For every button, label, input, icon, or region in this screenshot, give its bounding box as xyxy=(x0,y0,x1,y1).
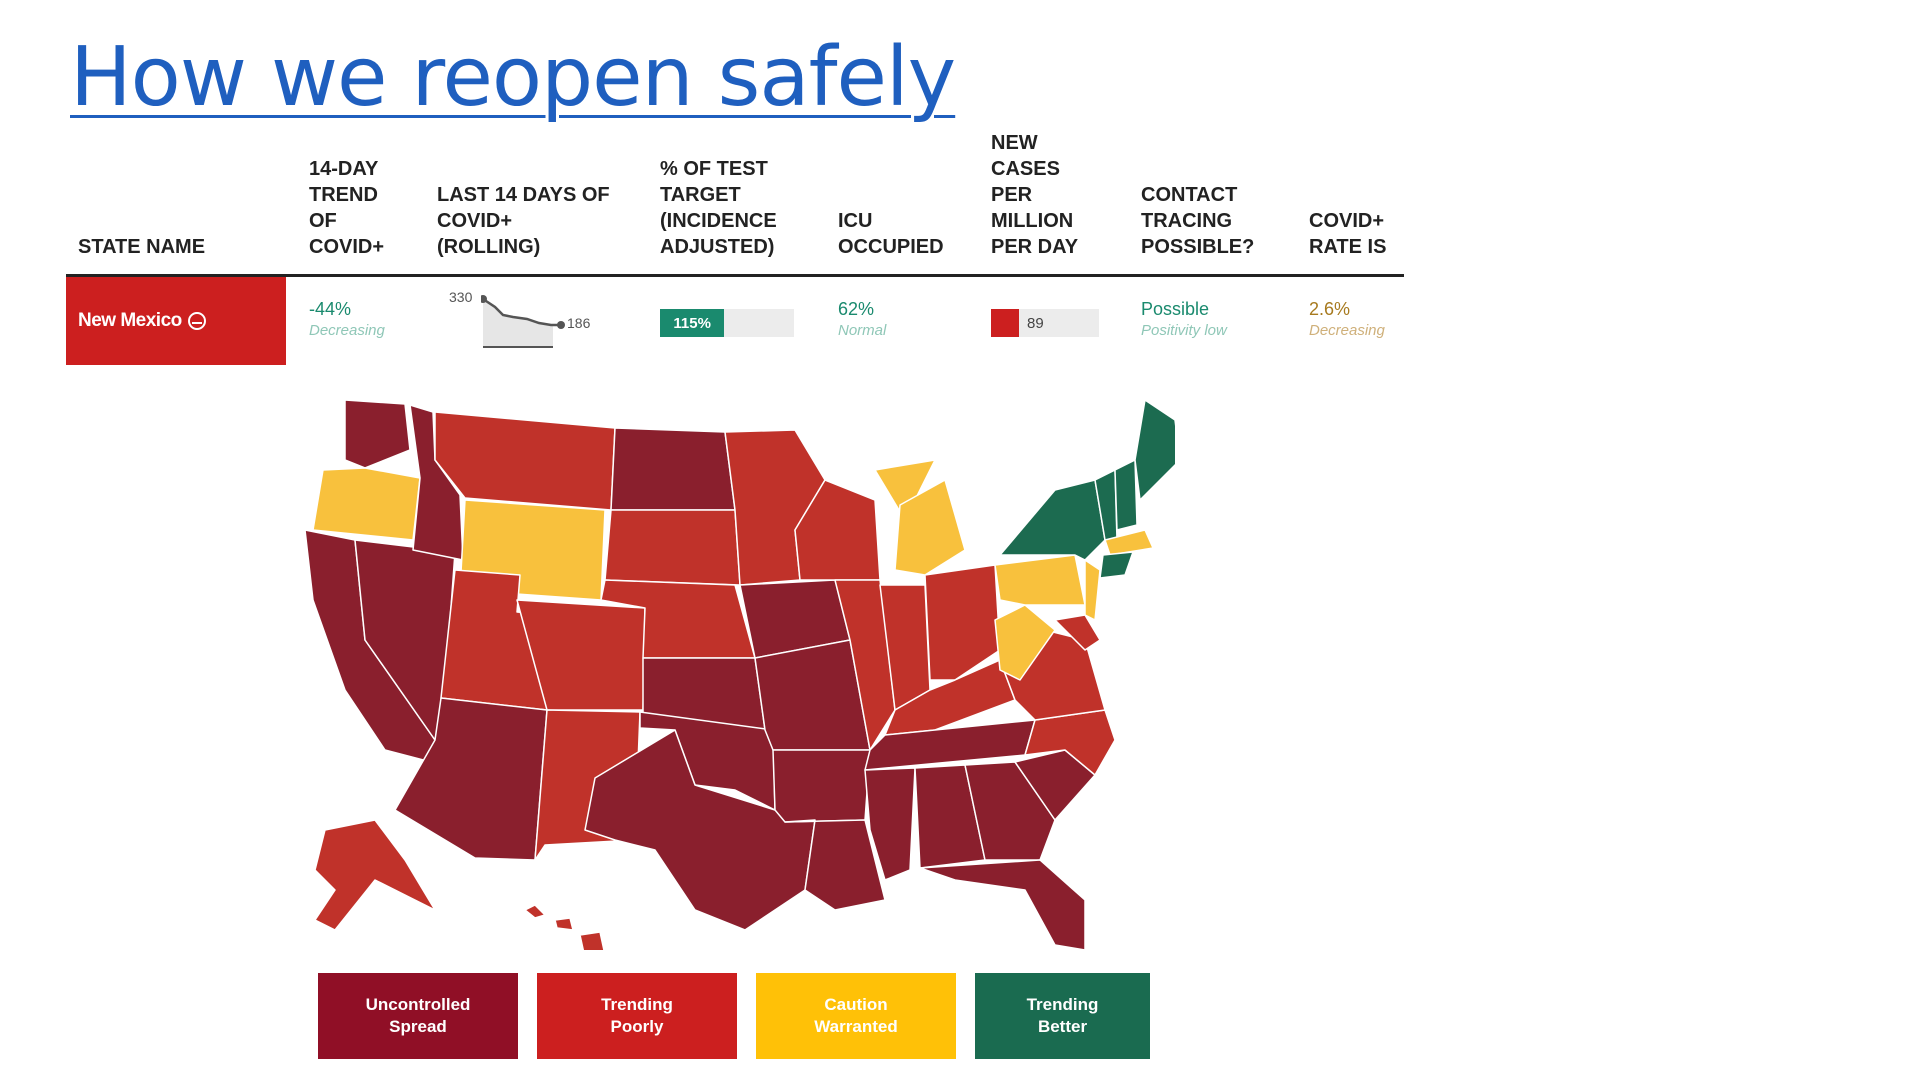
state-oregon[interactable] xyxy=(312,467,421,541)
header-new-cases: NEW CASES PER MILLION PER DAY xyxy=(991,132,1079,258)
rate-value: 2.6% xyxy=(1309,299,1351,319)
mask-icon xyxy=(187,312,206,330)
state-name-cell[interactable]: New Mexico xyxy=(66,277,286,365)
sparkline-start-point xyxy=(481,295,487,303)
state-pennsylvania[interactable] xyxy=(994,554,1086,606)
state-michigan-lower[interactable] xyxy=(894,479,966,576)
state-west-virginia[interactable] xyxy=(994,604,1056,681)
header-14-day-trend: 14-DAY TREND OF COVID+ xyxy=(309,158,385,258)
header-last-14-days: LAST 14 DAYS OF COVID+ (ROLLING) xyxy=(437,184,610,258)
icu-status: Normal xyxy=(838,322,887,339)
contact-value: Possible xyxy=(1141,299,1210,319)
state-arkansas[interactable] xyxy=(772,749,871,823)
new-cases-swatch xyxy=(991,309,1019,337)
sparkline-area xyxy=(483,299,561,347)
rate-status: Decreasing xyxy=(1309,322,1385,339)
state-maine[interactable] xyxy=(1134,399,1175,501)
state-montana[interactable] xyxy=(434,411,616,511)
state-illinois[interactable] xyxy=(834,579,896,751)
legend-uncontrolled-spread: Uncontrolled Spread xyxy=(318,973,518,1059)
state-hawaii-island-1[interactable] xyxy=(524,904,546,919)
state-idaho[interactable] xyxy=(409,404,464,561)
icu-cell: 62% Normal xyxy=(838,299,886,339)
sparkline-end-point xyxy=(557,321,565,329)
header-state-name: STATE NAME xyxy=(78,236,206,258)
spark-start-label: 330 xyxy=(449,289,473,305)
state-maryland[interactable] xyxy=(1054,614,1101,651)
trend-status: Decreasing xyxy=(309,322,385,339)
header-test-target: % OF TEST TARGET (INCIDENCE ADJUSTED) xyxy=(660,158,777,258)
legend-caution-warranted: Caution Warranted xyxy=(756,973,956,1059)
state-north-dakota[interactable] xyxy=(610,427,736,511)
sparkline-cell: 330 186 xyxy=(437,277,597,365)
state-new-jersey[interactable] xyxy=(1084,559,1101,621)
sparkline-chart xyxy=(481,295,565,348)
spark-end-label: 186 xyxy=(567,315,591,331)
trend-cell: -44% Decreasing xyxy=(309,299,385,339)
state-hawaii-island-3[interactable] xyxy=(579,931,605,950)
state-new-york[interactable] xyxy=(999,479,1106,561)
header-contact-tracing: CONTACT TRACING POSSIBLE? xyxy=(1141,184,1255,258)
legend-trending-poorly: Trending Poorly xyxy=(537,973,737,1059)
contact-status: Positivity low xyxy=(1141,322,1227,339)
test-target-bar: 115% xyxy=(660,309,794,337)
state-florida[interactable] xyxy=(919,859,1086,950)
legend-label: Uncontrolled Spread xyxy=(365,995,471,1036)
table-header: STATE NAME 14-DAY TREND OF COVID+ LAST 1… xyxy=(66,128,1404,277)
header-icu-occupied: ICU OCCUPIED xyxy=(838,210,944,258)
table-row[interactable]: New Mexico -44% Decreasing 330 186 115% … xyxy=(66,277,1404,365)
rate-cell: 2.6% Decreasing xyxy=(1309,299,1385,339)
legend-label: Caution Warranted xyxy=(814,995,898,1036)
state-michigan-upper[interactable] xyxy=(874,459,936,521)
slide-title: How we reopen safely xyxy=(70,30,956,125)
sparkline-line xyxy=(482,297,561,327)
state-connecticut[interactable] xyxy=(1099,551,1134,579)
header-covid-rate: COVID+ RATE IS xyxy=(1309,210,1387,258)
state-mississippi[interactable] xyxy=(864,767,916,881)
metrics-table: STATE NAME 14-DAY TREND OF COVID+ LAST 1… xyxy=(66,128,1404,365)
state-hawaii-island-2[interactable] xyxy=(554,917,574,931)
state-south-dakota[interactable] xyxy=(604,509,741,586)
state-new-hampshire[interactable] xyxy=(1114,459,1138,531)
trend-value: -44% xyxy=(309,299,352,319)
state-washington[interactable] xyxy=(344,399,411,469)
state-georgia[interactable] xyxy=(964,761,1056,861)
state-name: New Mexico xyxy=(78,310,182,331)
state-alaska[interactable] xyxy=(314,819,436,931)
state-texas[interactable] xyxy=(584,729,816,931)
legend-trending-better: Trending Better xyxy=(975,973,1150,1059)
state-ohio[interactable] xyxy=(924,564,1001,681)
us-covid-map xyxy=(304,399,1175,950)
new-cases-bar: 89 xyxy=(991,309,1099,337)
new-cases-value: 89 xyxy=(1027,315,1044,332)
test-target-fill: 115% xyxy=(660,309,725,337)
state-massachusetts[interactable] xyxy=(1104,529,1154,556)
legend-label: Trending Poorly xyxy=(601,995,673,1036)
icu-value: 62% xyxy=(838,299,875,319)
legend-label: Trending Better xyxy=(1026,995,1099,1036)
state-louisiana[interactable] xyxy=(784,819,886,911)
contact-cell: Possible Positivity low xyxy=(1141,299,1227,339)
